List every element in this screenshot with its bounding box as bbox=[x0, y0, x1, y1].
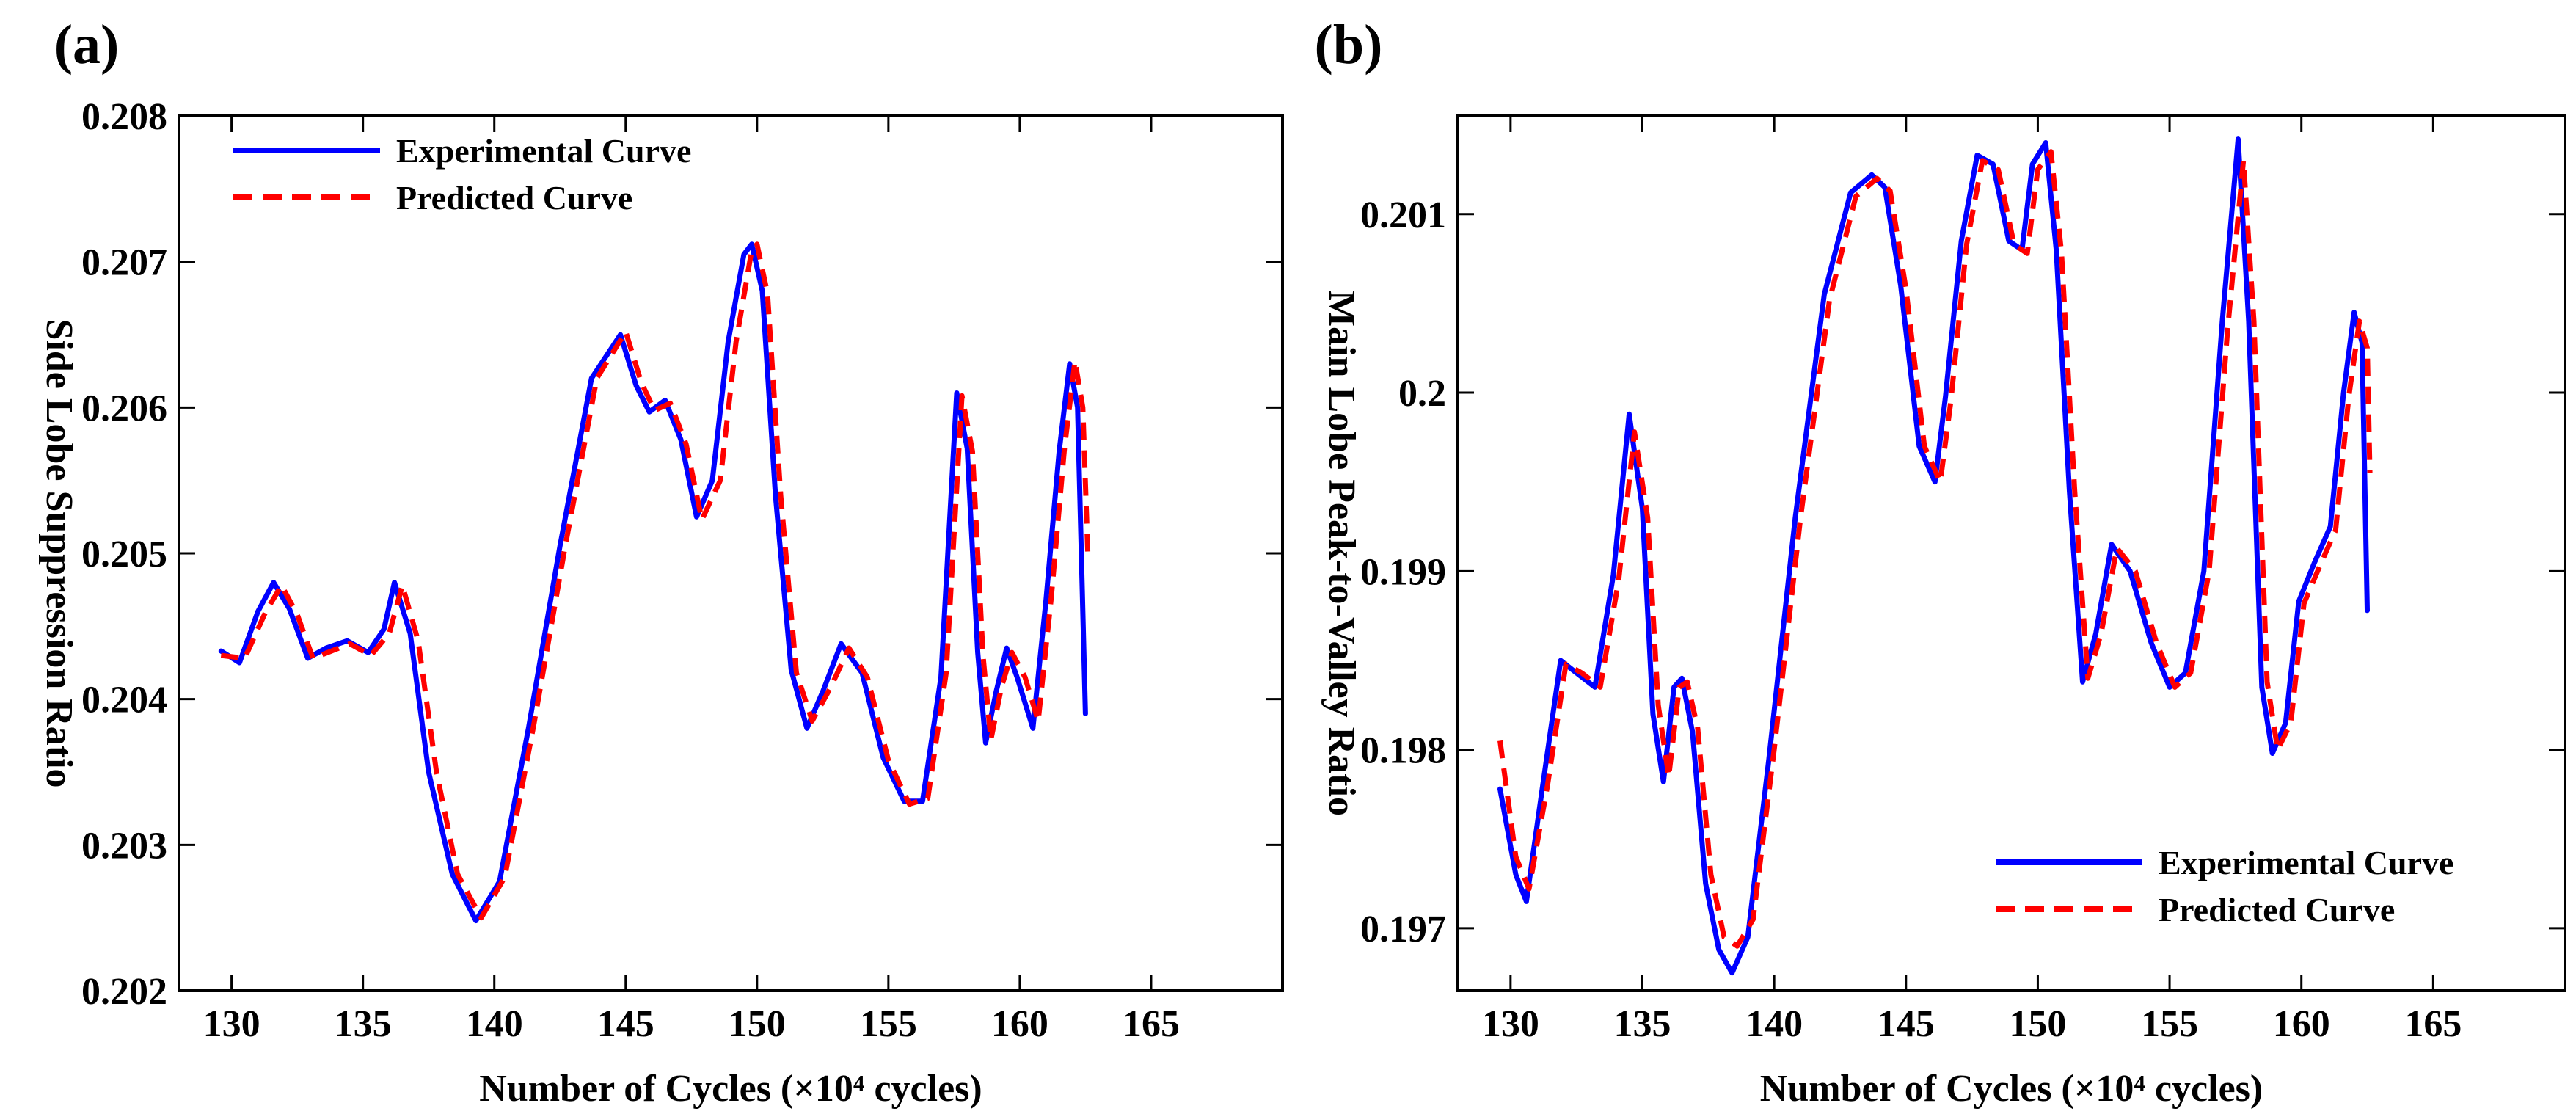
x-tick-label: 140 bbox=[466, 1003, 523, 1045]
x-tick-label: 160 bbox=[2273, 1003, 2330, 1045]
x-tick-label: 130 bbox=[1482, 1003, 1539, 1045]
x-axis-label: Number of Cycles (×10⁴ cycles) bbox=[1760, 1068, 2263, 1110]
x-tick-label: 135 bbox=[1614, 1003, 1671, 1045]
panel-label: (b) bbox=[1315, 14, 1383, 76]
y-tick-label: 0.203 bbox=[81, 825, 167, 867]
legend-label: Predicted Curve bbox=[396, 179, 632, 216]
predicted-curve-line bbox=[1497, 149, 2373, 949]
x-tick-label: 150 bbox=[729, 1003, 786, 1045]
x-tick-label: 150 bbox=[2009, 1003, 2066, 1045]
x-tick-label: 145 bbox=[597, 1003, 654, 1045]
x-tick-label: 165 bbox=[2404, 1003, 2462, 1045]
y-tick-label: 0.202 bbox=[81, 971, 167, 1013]
x-tick-label: 160 bbox=[991, 1003, 1048, 1045]
legend-label: Predicted Curve bbox=[2159, 891, 2395, 928]
panel-b: (b) 130 135 140 145 150 155 160 165 0.197 0.198 0.1… bbox=[1315, 14, 2566, 1110]
experimental-curve-line bbox=[1497, 136, 2370, 976]
x-tick-label: 165 bbox=[1123, 1003, 1180, 1045]
x-tick-label: 130 bbox=[203, 1003, 260, 1045]
legend: Experimental Curve Predicted Curve bbox=[233, 132, 691, 216]
x-tick-label: 155 bbox=[860, 1003, 917, 1045]
x-tick-label: 145 bbox=[1878, 1003, 1935, 1045]
plot-frame bbox=[1456, 114, 2566, 992]
plot-frame bbox=[178, 114, 1284, 992]
y-axis-label: Side Lobe Suppression Ratio bbox=[38, 318, 80, 787]
legend-label: Experimental Curve bbox=[396, 132, 691, 170]
x-tick-label: 140 bbox=[1745, 1003, 1803, 1045]
x-tick-label: 155 bbox=[2141, 1003, 2198, 1045]
panel-a: (a) 130 135 140 145 150 155 160 165 0.202 0.203 0.2… bbox=[38, 14, 1284, 1110]
y-tick-label: 0.207 bbox=[81, 242, 167, 284]
x-axis-label: Number of Cycles (×10⁴ cycles) bbox=[479, 1068, 982, 1110]
y-axis-label: Main Lobe Peak-to-Valley Ratio bbox=[1321, 291, 1362, 816]
y-tick-label: 0.2 bbox=[1398, 373, 1446, 415]
panel-label: (a) bbox=[54, 14, 120, 76]
predicted-curve-line bbox=[220, 241, 1091, 921]
legend-label: Experimental Curve bbox=[2159, 844, 2453, 881]
y-tick-label: 0.205 bbox=[81, 534, 167, 575]
y-tick-label: 0.197 bbox=[1360, 909, 1446, 950]
y-tick-label: 0.206 bbox=[81, 387, 167, 429]
y-tick-label: 0.199 bbox=[1360, 551, 1446, 593]
legend: Experimental Curve Predicted Curve bbox=[1996, 844, 2453, 928]
y-tick-label: 0.208 bbox=[81, 96, 167, 138]
y-tick-label: 0.198 bbox=[1360, 730, 1446, 772]
y-tick-label: 0.201 bbox=[1360, 194, 1446, 236]
x-tick-label: 135 bbox=[335, 1003, 392, 1045]
y-tick-label: 0.204 bbox=[81, 680, 167, 721]
experimental-curve-line bbox=[218, 241, 1088, 924]
